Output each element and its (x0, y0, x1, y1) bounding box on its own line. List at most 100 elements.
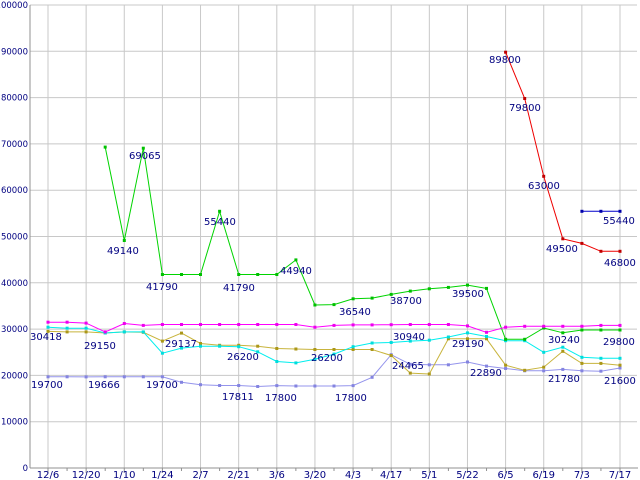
data-label: 26200 (227, 352, 259, 363)
series-marker-green (599, 328, 603, 332)
series-marker-olive (561, 349, 565, 353)
y-tick-label: 0 (23, 464, 28, 474)
series-marker-slate (599, 369, 603, 373)
series-marker-green (141, 146, 145, 150)
series-marker-green (485, 286, 488, 290)
series-marker-red (504, 50, 508, 54)
y-tick-label: 40000 (1, 279, 28, 289)
series-marker-slate (237, 384, 241, 387)
x-tick-label: 12/6 (37, 470, 59, 480)
series-marker-cyan (313, 357, 317, 361)
series-marker-cyan (408, 339, 412, 343)
series-marker-green (332, 303, 336, 307)
series-marker-olive (542, 365, 546, 369)
series-marker-cyan (199, 344, 202, 348)
series-marker-olive (256, 344, 260, 348)
y-tick-label: 30000 (1, 325, 28, 335)
series-marker-green (256, 273, 260, 276)
series-marker-cyan (275, 360, 279, 363)
series-marker-olive (485, 337, 488, 341)
series-marker-olive (504, 363, 508, 367)
series-marker-magenta (408, 323, 412, 326)
x-tick-label: 4/3 (345, 470, 361, 480)
series-marker-cyan (446, 335, 450, 339)
data-label: 49500 (546, 244, 578, 255)
series-marker-magenta (275, 323, 279, 326)
series-marker-olive (523, 368, 527, 372)
series-marker-cyan (237, 345, 241, 349)
data-label: 30240 (548, 335, 580, 346)
series-marker-cyan (256, 350, 260, 354)
series-marker-green (122, 239, 126, 242)
x-tick-label: 5/22 (456, 470, 478, 480)
series-marker-magenta (389, 323, 393, 327)
series-marker-navy (599, 209, 603, 213)
series-marker-slate (618, 366, 622, 370)
x-tick-label: 7/17 (609, 470, 631, 480)
series-marker-cyan (427, 338, 431, 342)
series-marker-slate (103, 375, 107, 379)
series-marker-green (427, 287, 431, 291)
series-marker-slate (275, 384, 279, 388)
series-marker-slate (84, 375, 88, 379)
data-label: 69065 (129, 151, 161, 162)
series-marker-magenta (370, 323, 374, 327)
data-label: 44940 (280, 266, 312, 277)
series-marker-green (446, 285, 450, 289)
series-marker-slate (256, 385, 260, 388)
series-marker-cyan (485, 335, 488, 338)
series-marker-magenta (160, 323, 164, 326)
series-marker-slate (466, 360, 469, 364)
series-marker-magenta (618, 323, 622, 327)
series-marker-cyan (122, 330, 126, 334)
series-marker-green (389, 292, 393, 296)
series-marker-slate (485, 364, 488, 368)
series-marker-green (504, 337, 508, 341)
series-line-magenta (48, 321, 620, 333)
series-marker-olive (389, 354, 393, 357)
series-marker-green (237, 273, 241, 276)
series-marker-green (103, 145, 107, 149)
series-marker-slate (427, 363, 431, 367)
series-marker-magenta (46, 320, 50, 324)
data-label: 41790 (223, 283, 255, 294)
y-tick-label: 80000 (1, 94, 28, 104)
data-label: 55440 (204, 217, 236, 228)
series-marker-red (618, 249, 622, 253)
data-label: 17800 (265, 393, 297, 404)
data-label: 30940 (393, 332, 425, 343)
series-marker-cyan (218, 344, 222, 348)
series-marker-olive (84, 330, 88, 334)
series-marker-green (160, 273, 164, 276)
x-tick-label: 1/10 (113, 470, 135, 480)
series-marker-green (408, 289, 412, 293)
data-label: 36540 (339, 307, 371, 318)
series-marker-green (370, 296, 374, 300)
data-label: 21600 (604, 376, 636, 387)
data-label: 29137 (165, 339, 197, 350)
data-label: 49140 (107, 246, 139, 257)
series-marker-magenta (351, 323, 355, 327)
x-tick-label: 4/17 (380, 470, 402, 480)
series-marker-slate (446, 363, 450, 367)
data-label: 79800 (509, 103, 541, 114)
series-marker-slate (218, 384, 222, 387)
series-marker-slate (122, 375, 126, 379)
y-tick-label: 50000 (1, 233, 28, 243)
series-marker-green (218, 209, 222, 213)
x-tick-label: 1/24 (151, 470, 173, 480)
series-marker-red (523, 97, 527, 100)
data-label: 26200 (311, 353, 343, 364)
data-label: 19666 (88, 380, 120, 391)
series-marker-slate (580, 369, 584, 373)
series-marker-green (275, 273, 279, 276)
series-marker-cyan (65, 326, 69, 330)
series-marker-cyan (294, 361, 298, 365)
series-marker-olive (351, 348, 355, 351)
series-marker-magenta (103, 330, 107, 334)
series-marker-green (580, 328, 584, 332)
series-marker-olive (408, 371, 412, 375)
data-label: 89800 (489, 55, 521, 66)
